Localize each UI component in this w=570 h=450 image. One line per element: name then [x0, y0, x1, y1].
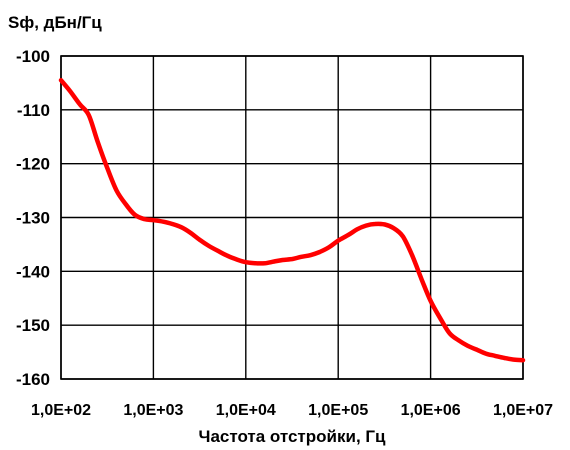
- x-tick-label: 1,0E+05: [308, 402, 368, 419]
- x-tick-label: 1,0E+03: [123, 402, 183, 419]
- y-tick-label: -130: [16, 209, 50, 228]
- x-tick-labels: 1,0E+02 1,0E+03 1,0E+04 1,0E+05 1,0E+06 1,0E+…: [31, 402, 553, 419]
- y-tick-label: -120: [16, 155, 50, 174]
- series-layer: [58, 77, 526, 363]
- y-tick-label: -160: [16, 370, 50, 389]
- phase-noise-series-line: [58, 77, 526, 363]
- x-tick-label: 1,0E+04: [216, 402, 276, 419]
- x-tick-label: 1,0E+02: [31, 402, 91, 419]
- y-tick-label: -150: [16, 316, 50, 335]
- y-tick-label: -110: [17, 101, 50, 120]
- plot-border: [60, 55, 524, 380]
- x-tick-label: 1,0E+07: [493, 402, 553, 419]
- y-tick-label: -140: [16, 262, 50, 281]
- x-axis-title: Частота отстройки, Гц: [199, 427, 387, 446]
- x-tick-label: 1,0E+06: [401, 402, 461, 419]
- y-axis-title: Sф, дБн/Гц: [8, 13, 102, 32]
- y-tick-label: -100: [16, 47, 50, 66]
- y-tick-labels: -100 -110 -120 -130 -140 -150 -160: [16, 47, 50, 389]
